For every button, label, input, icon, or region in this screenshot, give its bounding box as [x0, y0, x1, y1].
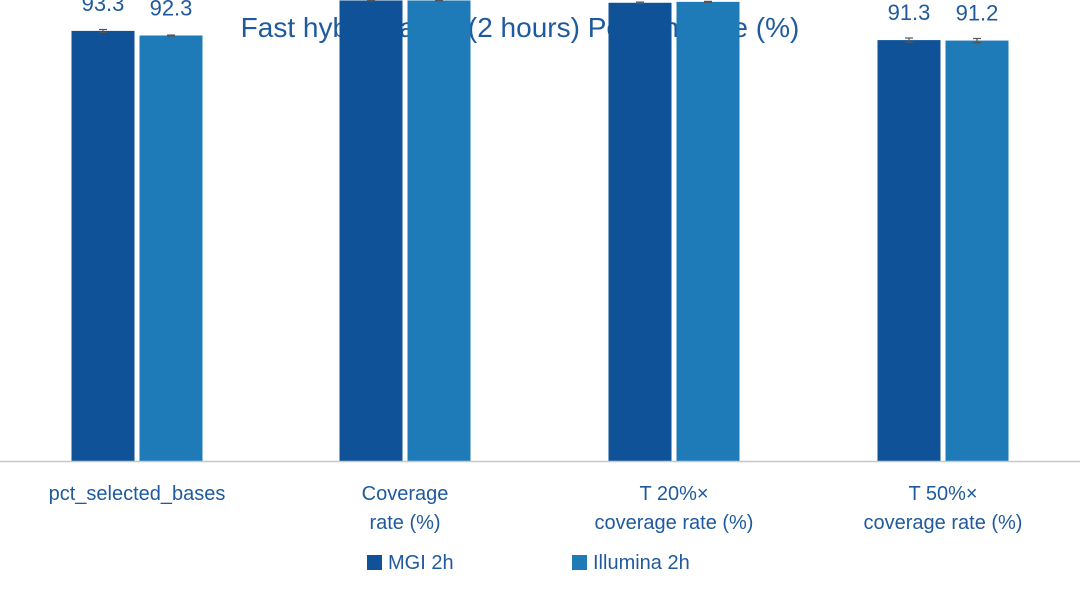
legend-swatch: [367, 555, 382, 570]
error-bars-layer: [99, 0, 981, 44]
bar-illumina-2h-2: [676, 1, 740, 462]
value-label: 92.3: [150, 0, 193, 20]
value-label: 91.3: [888, 0, 931, 25]
legend-label: Illumina 2h: [593, 552, 690, 574]
value-labels-layer: 93.392.399.999.999.499.691.391.2: [82, 0, 999, 26]
legend-label: MGI 2h: [388, 552, 454, 574]
bar-illumina-2h-1: [407, 0, 471, 462]
value-label: 91.2: [956, 1, 999, 26]
legend-swatch: [572, 555, 587, 570]
bar-mgi-2h-3: [877, 40, 941, 462]
legend: MGI 2h Illumina 2h: [367, 552, 690, 574]
category-label: coverage rate (%): [864, 512, 1023, 534]
bar-mgi-2h-0: [71, 30, 135, 462]
bar-illumina-2h-0: [139, 35, 203, 461]
bar-mgi-2h-1: [339, 0, 403, 462]
bars-layer: [71, 0, 1009, 462]
category-label: pct_selected_bases: [49, 483, 226, 505]
bar-illumina-2h-3: [945, 40, 1009, 462]
category-label: rate (%): [369, 512, 440, 534]
category-labels-layer: pct_selected_bases Coverage rate (%) T 20%×…: [49, 483, 1023, 534]
category-label: T 50%×: [908, 483, 977, 505]
category-label: T 20%×: [639, 483, 708, 505]
category-label: coverage rate (%): [595, 512, 754, 534]
bar-mgi-2h-2: [608, 2, 672, 462]
category-label: Coverage: [362, 483, 449, 505]
value-label: 93.3: [82, 0, 125, 16]
